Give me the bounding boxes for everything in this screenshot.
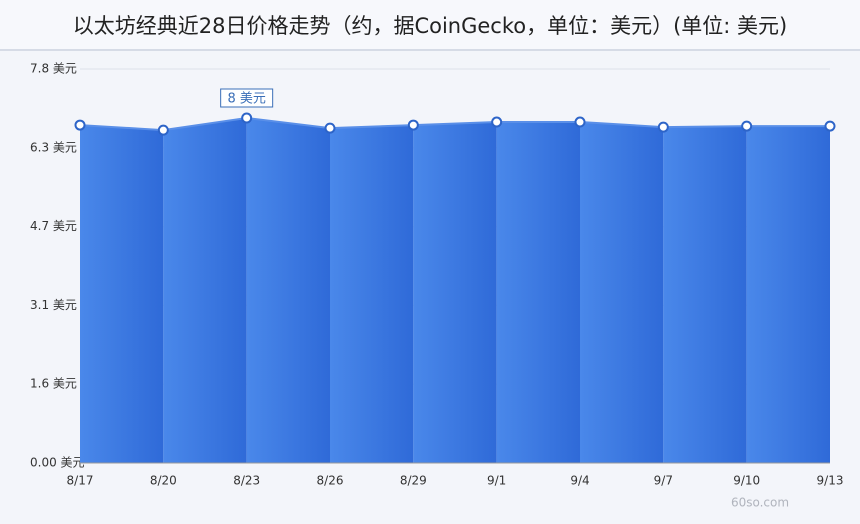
x-tick-label: 8/26	[317, 474, 344, 488]
x-tick-label: 8/17	[67, 474, 94, 488]
area-segment	[163, 117, 247, 463]
data-point	[74, 119, 86, 131]
watermark: 60so.com	[731, 496, 789, 510]
x-tick-label: 9/1	[487, 474, 506, 488]
area-segment	[496, 122, 580, 464]
x-tick-label: 8/29	[400, 474, 427, 488]
area-segment	[663, 126, 747, 463]
area-segment	[246, 117, 330, 463]
area-segment	[413, 122, 497, 464]
area-segment	[80, 125, 164, 464]
y-tick-label: 3.1 美元	[30, 298, 77, 312]
data-point	[407, 119, 419, 131]
area-line	[79, 116, 830, 132]
data-point	[324, 122, 336, 134]
x-tick-label: 9/10	[733, 474, 760, 488]
annotation-box	[220, 88, 274, 108]
chart-title: 以太坊经典近28日价格走势（约，据CoinGecko，单位：美元）(单位: 美元…	[73, 14, 788, 38]
area-segment	[330, 125, 414, 464]
data-point	[657, 121, 669, 133]
y-tick-label: 1.6 美元	[30, 377, 77, 391]
x-tick-label: 8/20	[150, 474, 177, 488]
data-point	[157, 124, 169, 136]
area-segment	[580, 122, 664, 464]
area-segment	[746, 126, 830, 463]
data-point	[574, 116, 586, 128]
x-tick-label: 9/13	[817, 474, 844, 488]
y-tick-label: 7.8 美元	[30, 62, 77, 76]
x-tick-label: 9/7	[654, 474, 673, 488]
x-tick-label: 8/23	[233, 474, 260, 488]
data-point	[824, 120, 836, 132]
y-tick-label: 0.00 美元	[30, 456, 85, 470]
y-tick-label: 4.7 美元	[30, 219, 77, 233]
annotation: 8 美元	[227, 91, 265, 106]
title-bar	[0, 0, 860, 50]
y-tick-label: 6.3 美元	[30, 140, 77, 154]
data-point	[741, 120, 753, 132]
data-point	[241, 112, 253, 124]
x-tick-label: 9/4	[570, 474, 589, 488]
data-point	[491, 116, 503, 128]
